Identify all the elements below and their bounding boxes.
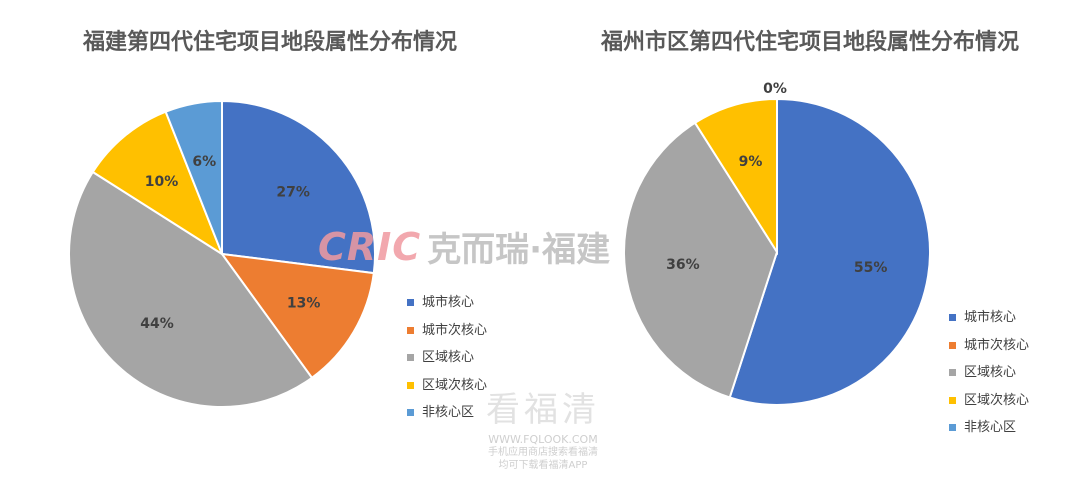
data-label: 9% [739,154,763,170]
pie-chart: 55%0%36%9%0% [515,81,931,427]
legend-label: 城市核心 [422,295,475,310]
legend-item: 非核心区 [949,414,1029,442]
legend-label: 区域次核心 [964,392,1030,408]
legend-swatch [949,424,956,432]
legend-label: 非核心区 [964,420,1017,435]
data-label: 0% [763,81,787,97]
pie-slice [68,170,314,408]
legend-label: 区域核心 [422,350,475,365]
data-label: 44% [140,316,174,332]
legend-item: 城市核心 [949,304,1029,332]
data-label: 6% [192,154,216,170]
legend-swatch [407,354,414,362]
legend-swatch [949,369,956,377]
legend-item: 区域次核心 [407,372,487,400]
legend-swatch [949,396,956,404]
legend-label: 区域核心 [964,365,1017,380]
legend-swatch [407,299,414,307]
legend-swatch [407,381,414,389]
chart-right: 福州市区第四代住宅项目地段属性分布情况 55%0%36%9%0% 城市核心 城市… [515,0,1080,492]
chart-left: 福建第四代住宅项目地段属性分布情况 27% 13% 44% 10% 6% 城市核心 城市… [0,0,540,492]
data-label: 27% [276,184,310,200]
chart-title: 福州市区第四代住宅项目地段属性分布情况 [600,30,1019,55]
legend-item: 城市次核心 [949,332,1029,360]
legend-label: 城市次核心 [964,337,1030,353]
legend-item: 区域次核心 [949,387,1029,415]
legend-item: 城市核心 [407,289,487,317]
data-label: 13% [287,295,321,311]
data-label: 10% [145,174,179,190]
pie-slice [221,99,376,275]
legend-label: 城市核心 [964,310,1017,325]
legend-item: 区域核心 [949,359,1029,387]
legend-swatch [407,409,414,417]
legend-item: 城市次核心 [407,317,487,345]
pie-slice [219,252,375,380]
legend-swatch [949,341,956,349]
legend: 城市核心 城市次核心 区域核心 区域次核心 非核心区 [407,289,487,427]
legend-item: 区域核心 [407,344,487,372]
pie-slice [728,97,931,406]
legend-swatch [407,326,414,334]
data-label: 36% [666,257,700,273]
pie-chart: 27% 13% 44% 10% 6% [68,99,376,408]
legend-item: 非核心区 [407,399,487,427]
legend: 城市核心 城市次核心 区域核心 区域次核心 非核心区 [949,304,1029,442]
pie-slice [693,97,778,256]
legend-label: 城市次核心 [422,322,488,338]
pie-slice [623,121,779,399]
legend-label: 区域次核心 [422,377,488,393]
legend-label: 非核心区 [422,405,475,420]
pie-slice [164,99,223,255]
chart-title: 福建第四代住宅项目地段属性分布情况 [82,30,457,55]
pie-slice [91,110,225,257]
legend-swatch [949,314,956,322]
data-label: 55% [854,260,888,276]
